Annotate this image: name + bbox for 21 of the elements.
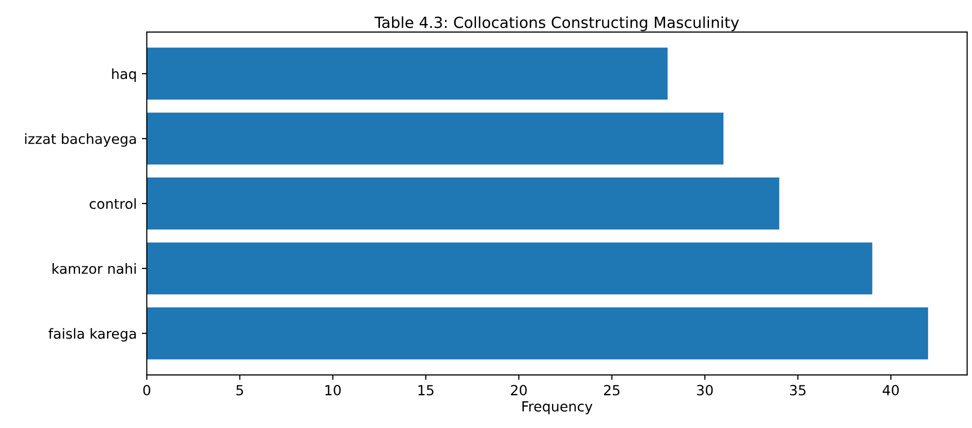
x-tick-label: 0 xyxy=(143,384,150,396)
x-tick-label: 25 xyxy=(604,384,620,396)
bar xyxy=(146,112,724,165)
y-tick-label: haq xyxy=(112,68,136,82)
chart-title: Table 4.3: Collocations Constructing Masculinity xyxy=(374,16,739,32)
x-tick-label: 20 xyxy=(511,384,527,396)
bar xyxy=(146,178,780,230)
x-tick-label: 30 xyxy=(697,384,713,396)
y-tick-label: control xyxy=(90,198,136,209)
y-tick-label: kamzor nahi xyxy=(52,263,136,274)
x-tick-label: 15 xyxy=(418,385,434,396)
bar xyxy=(146,242,872,294)
y-tick-label: faisla karega xyxy=(48,328,136,342)
bar xyxy=(146,48,668,100)
x-tick-label: 35 xyxy=(790,384,806,396)
x-axis-title: Frequency xyxy=(522,401,592,414)
y-tick-label: izzat bachayega xyxy=(25,133,136,147)
bar xyxy=(146,307,928,360)
x-tick-label: 40 xyxy=(882,384,899,396)
x-tick-label: 5 xyxy=(236,385,243,396)
x-tick-label: 10 xyxy=(325,384,341,396)
